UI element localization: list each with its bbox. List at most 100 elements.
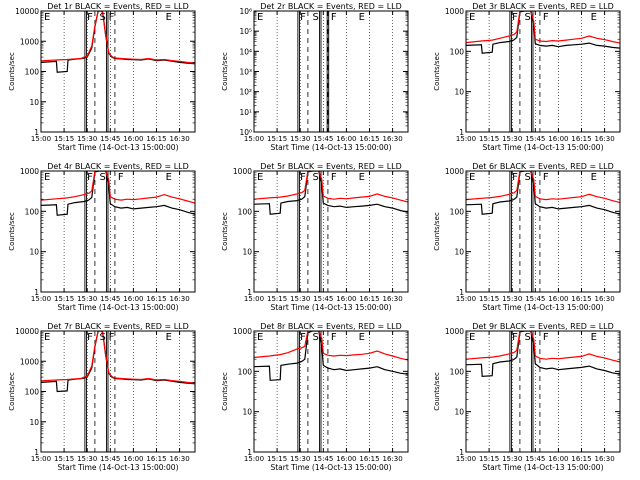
y-tick-label: 10⁶ — [239, 7, 252, 16]
state-marker-letter: S — [99, 12, 105, 23]
y-tick-label: 10 — [29, 98, 39, 107]
state-marker-letter: F — [118, 172, 124, 183]
state-marker-letter: F — [109, 332, 115, 343]
state-marker-letter: F — [543, 172, 549, 183]
x-tick-label: 15:15 — [479, 135, 499, 143]
x-tick-label: 15:00 — [31, 135, 51, 143]
y-tick-label: 1 — [34, 288, 39, 297]
y-tick-label: 10⁰ — [239, 128, 252, 137]
x-axis-label: Start Time (14-Oct-13 15:00:00) — [57, 303, 178, 312]
panel-title: Det 6r BLACK = Events, RED = LLD — [472, 162, 614, 171]
y-axis-label: Counts/sec — [8, 52, 16, 91]
state-marker-letter: S — [312, 172, 318, 183]
plot-area-frame — [465, 170, 621, 293]
state-marker-letter: S — [99, 172, 105, 183]
y-tick-label: 100 — [238, 207, 253, 216]
x-tick-label: 15:00 — [244, 455, 264, 463]
panel-title: Det 3r BLACK = Events, RED = LLD — [472, 2, 614, 11]
lld-series-line — [466, 171, 620, 204]
state-marker-letter: F — [512, 172, 518, 183]
x-tick-label: 16:15 — [359, 295, 379, 303]
state-marker-letter: E — [44, 172, 50, 183]
x-tick-label: 15:15 — [267, 295, 287, 303]
x-tick-label: 15:30 — [502, 455, 522, 463]
x-tick-label: 15:15 — [267, 455, 287, 463]
state-marker-letter: E — [44, 12, 50, 23]
events-series-line — [466, 171, 620, 215]
y-tick-label: 1000 — [445, 167, 464, 176]
y-tick-label: 10² — [239, 88, 252, 97]
x-tick-label: 15:30 — [77, 295, 97, 303]
x-tick-label: 16:30 — [595, 135, 615, 143]
events-series-line — [254, 171, 408, 215]
y-tick-label: 1 — [247, 288, 252, 297]
y-tick-label: 1 — [459, 288, 464, 297]
state-marker-letter: F — [512, 12, 518, 23]
y-tick-label: 10 — [29, 418, 39, 427]
x-tick-label: 16:15 — [571, 135, 591, 143]
state-marker-letter: F — [331, 332, 337, 343]
x-tick-label: 16:15 — [571, 295, 591, 303]
state-marker-letter: E — [591, 172, 597, 183]
y-axis-label: Counts/sec — [433, 212, 441, 251]
state-marker-letter: F — [543, 332, 549, 343]
y-tick-label: 10 — [454, 408, 464, 417]
events-series-line — [466, 11, 620, 54]
state-marker-letter: E — [359, 12, 365, 23]
detector-panel-5: 1 10 100 1000 15:00 15:15 15:30 15:45 16:00 16:15… — [221, 162, 409, 312]
state-marker-letter: S — [312, 332, 318, 343]
y-tick-label: 100 — [25, 388, 40, 397]
y-tick-label: 1000 — [233, 327, 252, 336]
x-tick-label: 16:30 — [170, 295, 190, 303]
state-marker-letter: F — [331, 172, 337, 183]
state-marker-letter: E — [44, 332, 50, 343]
y-axis-label: Counts/sec — [221, 52, 229, 91]
x-tick-label: 16:30 — [595, 295, 615, 303]
state-marker-letter: E — [469, 12, 475, 23]
y-tick-label: 10⁴ — [239, 47, 252, 56]
y-tick-label: 100 — [25, 207, 40, 216]
x-axis-label: Start Time (14-Oct-13 15:00:00) — [270, 303, 391, 312]
x-tick-label: 16:15 — [359, 455, 379, 463]
x-tick-label: 15:45 — [525, 455, 545, 463]
x-tick-label: 15:00 — [31, 295, 51, 303]
x-tick-label: 16:15 — [146, 295, 166, 303]
state-marker-letter: E — [591, 332, 597, 343]
x-tick-label: 15:45 — [100, 295, 120, 303]
y-tick-label: 1000 — [445, 7, 464, 16]
y-tick-label: 10 — [242, 408, 252, 417]
y-tick-label: 100 — [450, 367, 465, 376]
x-tick-label: 16:15 — [571, 455, 591, 463]
state-marker-letter: E — [257, 172, 263, 183]
lld-series-line — [41, 171, 195, 204]
x-axis-label: Start Time (14-Oct-13 15:00:00) — [57, 463, 178, 472]
y-tick-label: 1000 — [445, 327, 464, 336]
state-marker-letter: E — [591, 12, 597, 23]
state-marker-letter: S — [312, 12, 318, 23]
state-marker-letter: E — [166, 332, 172, 343]
plot-area-frame — [465, 330, 621, 453]
y-tick-label: 1000 — [20, 357, 39, 366]
y-tick-label: 10⁵ — [239, 27, 252, 36]
x-axis-label: Start Time (14-Oct-13 15:00:00) — [270, 463, 391, 472]
x-tick-label: 15:45 — [313, 455, 333, 463]
y-tick-label: 1000 — [20, 167, 39, 176]
x-tick-label: 16:00 — [548, 295, 568, 303]
state-marker-letter: E — [166, 12, 172, 23]
x-tick-label: 16:00 — [336, 455, 356, 463]
x-tick-label: 15:30 — [502, 295, 522, 303]
y-tick-label: 10 — [454, 248, 464, 257]
detector-panel-4: 1 10 100 1000 15:00 15:15 15:30 15:45 16:00 16:15… — [8, 162, 196, 312]
x-tick-label: 15:45 — [100, 135, 120, 143]
x-tick-label: 15:00 — [456, 455, 476, 463]
x-tick-label: 15:45 — [313, 135, 333, 143]
state-marker-letter: F — [543, 12, 549, 23]
x-tick-label: 15:15 — [479, 455, 499, 463]
x-tick-label: 15:15 — [54, 295, 74, 303]
x-tick-label: 16:15 — [146, 135, 166, 143]
events-series-line — [254, 331, 408, 381]
lld-series-line — [254, 171, 408, 203]
events-series-line — [466, 331, 620, 378]
detector-panel-1: 1 10 100 1000 10000 15:00 15:15 15:30 15:45 16:00… — [8, 2, 196, 152]
